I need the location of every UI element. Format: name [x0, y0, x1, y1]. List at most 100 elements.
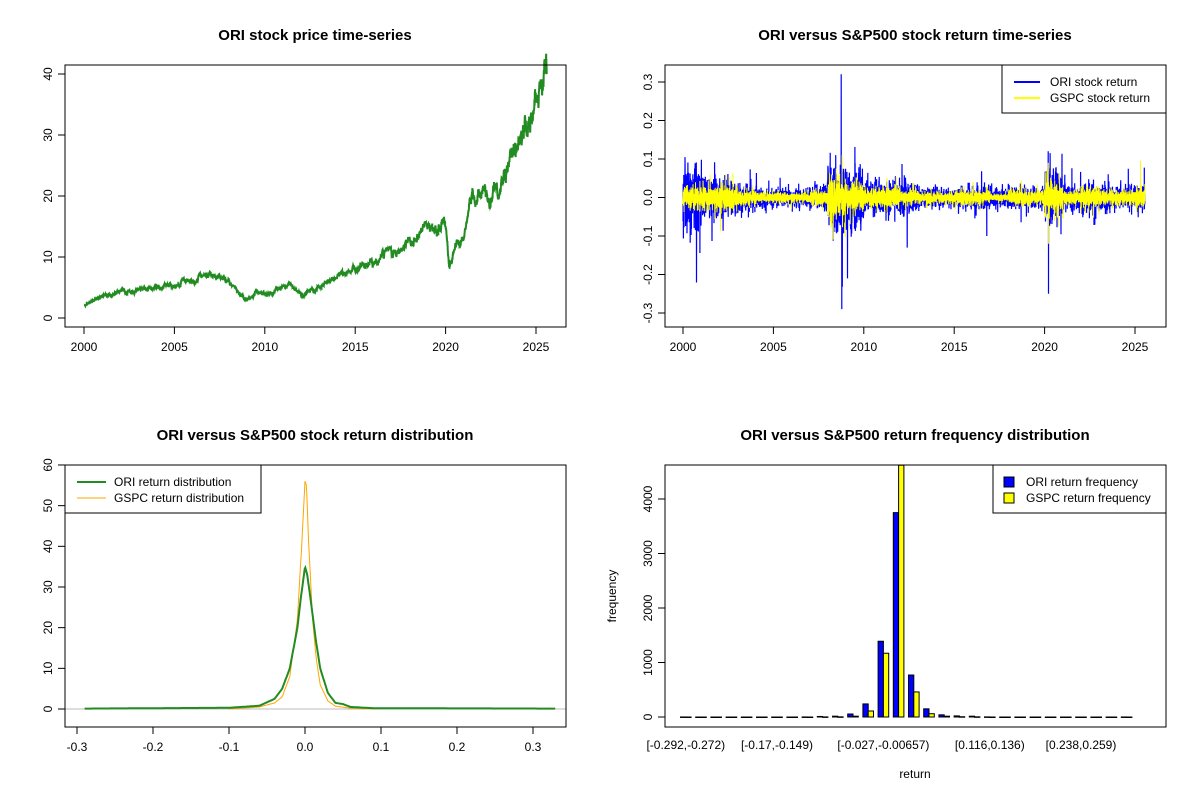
panel3-xtick-label: 0.0: [297, 740, 314, 754]
panel2-xtick-label: 2020: [1031, 340, 1058, 354]
gspc-bar: [715, 716, 723, 718]
panel3-ytick-label: 20: [41, 621, 55, 635]
gspc-bar: [776, 716, 783, 718]
panel2-xtick-label: 2005: [760, 340, 787, 354]
ori-bar: [1090, 716, 1097, 718]
panel2-ytick-label: 0.2: [641, 112, 655, 129]
panel4-plot-box: [664, 464, 1167, 728]
panel1-ytick-label: 20: [41, 189, 55, 203]
panel4-ylabel: frequency: [605, 570, 619, 623]
gspc-bar: [1110, 716, 1118, 718]
legend-label: GSPC stock return: [1050, 91, 1150, 105]
gspc-bar: [1126, 716, 1133, 718]
legend-label: GSPC return distribution: [114, 491, 244, 505]
panel3-title: ORI versus S&P500 stock return distribut…: [157, 427, 474, 444]
ori-bar: [832, 715, 839, 718]
legend-label: ORI return distribution: [114, 475, 231, 489]
panel2-ytick-label: 0.1: [641, 150, 655, 167]
panel3-ytick-label: 40: [41, 539, 55, 553]
legend-label: ORI return frequency: [1026, 475, 1138, 489]
panel3-ytick-label: 50: [41, 499, 55, 513]
panel3-ytick-label: 60: [41, 458, 55, 472]
ori-bar: [908, 674, 915, 718]
panel3-plot-box: [64, 464, 567, 728]
panel1-xtick-label: 2025: [523, 340, 550, 354]
gspc-bar: [1019, 716, 1027, 718]
panel1-title: ORI stock price time-series: [218, 27, 411, 44]
panel3-xtick-label: 0.1: [373, 740, 390, 754]
panel2-legend: [1001, 64, 1167, 114]
panel4-ytick-label: 4000: [641, 485, 655, 512]
panel1-ytick-label: 30: [41, 128, 55, 142]
panel4-xtick-label: [0.116,0.136): [955, 738, 1025, 752]
panel2-ytick-label: 0.3: [641, 73, 655, 90]
ori-bar: [953, 715, 960, 718]
panel4-ytick-label: 2000: [641, 594, 655, 621]
legend-swatch: [1003, 492, 1015, 504]
ori-bar: [1120, 716, 1128, 718]
ori-bar: [756, 716, 763, 718]
panel3-ytick-label: 30: [41, 580, 55, 594]
gspc-bar: [746, 716, 753, 718]
ori-bar: [892, 512, 900, 718]
ori-bar: [801, 716, 808, 718]
ori-bar: [786, 716, 793, 718]
panel3-xtick-label: -0.1: [219, 740, 240, 754]
ori-bar: [938, 714, 945, 718]
panel1-xtick-label: 2010: [251, 340, 278, 354]
ori-bar: [680, 716, 687, 718]
ori-bar: [1029, 716, 1036, 718]
ori-bar: [1060, 716, 1067, 718]
panel2-xtick-label: 2000: [670, 340, 697, 354]
gspc-bar: [943, 715, 951, 718]
gspc-bar: [974, 716, 981, 718]
panel2-ytick-label: -0.2: [641, 264, 655, 285]
ori-bar: [771, 716, 778, 718]
gspc-bar: [806, 716, 814, 718]
ori-bar: [1014, 716, 1021, 718]
panel3-xtick-label: 0.2: [449, 740, 466, 754]
gspc-bar: [913, 691, 920, 718]
ori-bar: [984, 716, 991, 718]
ori-bar: [1105, 716, 1112, 718]
panel4-ytick-label: 1000: [641, 649, 655, 676]
panel4-xtick-label: [-0.17,-0.149): [741, 738, 813, 752]
ori-bar: [725, 716, 732, 718]
gspc-bar: [928, 713, 935, 718]
panel1-ytick-label: 40: [41, 67, 55, 81]
panel4-xtick-label: [-0.027,-0.00657): [837, 738, 929, 752]
gspc-bar: [822, 716, 829, 718]
panel2-xtick-label: 2025: [1122, 340, 1149, 354]
ori-bar: [877, 640, 884, 718]
ori-bar: [695, 716, 702, 718]
gspc-bar: [867, 710, 875, 718]
panel2-ytick-label: 0.0: [641, 189, 655, 206]
gspc-bar: [1095, 716, 1102, 718]
legend-label: ORI stock return: [1050, 75, 1137, 89]
panel4-title: ORI versus S&P500 return frequency distr…: [740, 427, 1089, 444]
ori-bar: [862, 703, 869, 718]
panel4-xlabel: return: [899, 767, 930, 781]
panel4-xtick-label: [-0.292,-0.272): [646, 738, 725, 752]
legend-swatch: [1003, 476, 1015, 488]
panel3-xtick-label: -0.3: [67, 740, 88, 754]
gspc-bar: [685, 716, 692, 718]
gspc-bar: [852, 715, 859, 718]
ori-bar: [740, 716, 748, 718]
panel3-xtick-label: 0.3: [525, 740, 542, 754]
ori-price-line: [84, 53, 548, 309]
panel4-legend: [992, 464, 1167, 514]
panel3-legend: [64, 464, 262, 514]
panel2-plot-box: [664, 64, 1167, 328]
gspc-bar: [882, 652, 890, 718]
gspc-bar: [958, 716, 966, 718]
gspc-bar: [898, 464, 905, 718]
gspc-bar: [791, 716, 799, 718]
panel4-ytick-label: 0: [641, 713, 655, 720]
ori-bar: [999, 716, 1006, 718]
ori-density-line: [84, 564, 556, 710]
ori-bar: [1075, 716, 1082, 718]
panel1-xtick-label: 2015: [342, 340, 369, 354]
gspc-density-line: [229, 481, 374, 710]
